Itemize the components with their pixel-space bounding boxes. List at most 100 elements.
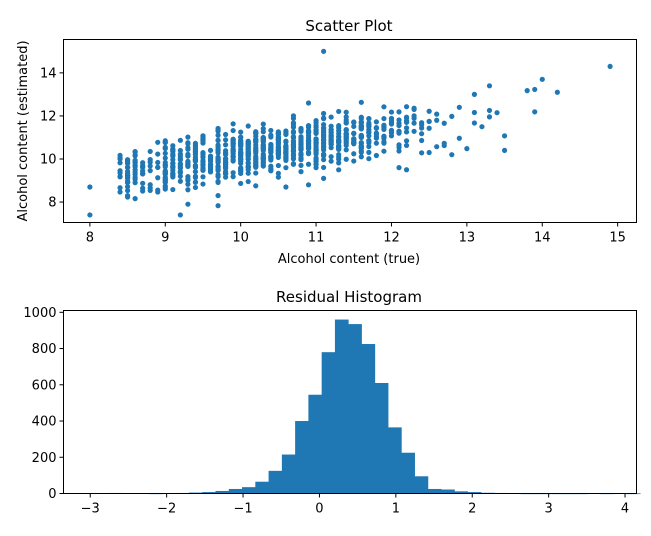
scatter-point [268, 141, 274, 148]
histogram-bar [308, 394, 323, 494]
scatter-point [230, 154, 236, 160]
histogram-y-tick-label: 0 [48, 487, 56, 502]
scatter-point [223, 171, 229, 177]
scatter-point [381, 148, 387, 154]
scatter-point [162, 150, 168, 156]
scatter-point [358, 134, 364, 140]
scatter-point [328, 139, 334, 145]
histogram-x-tick-label: −1 [233, 502, 252, 517]
scatter-point [403, 129, 410, 135]
scatter-point [260, 144, 266, 150]
histogram-x-tick-label: 2 [468, 502, 476, 517]
scatter-point [162, 155, 168, 161]
scatter-point [486, 114, 493, 120]
scatter-point [223, 137, 229, 143]
histogram-x-tick-label: 4 [621, 502, 629, 517]
scatter-point [185, 158, 191, 164]
scatter-point [215, 132, 221, 138]
scatter-point [321, 121, 327, 128]
scatter-point [200, 157, 206, 164]
scatter-point [554, 89, 560, 95]
scatter-point [441, 142, 447, 149]
scatter-point [245, 148, 251, 154]
scatter-point [501, 133, 508, 139]
scatter-point [494, 110, 500, 116]
scatter-point [396, 165, 402, 171]
scatter-x-tick-label: 8 [86, 231, 94, 246]
histogram-bar [427, 488, 442, 494]
histogram-x-tick-label: −3 [81, 502, 100, 517]
scatter-point [185, 145, 191, 151]
scatter-axes-frame [63, 39, 637, 223]
scatter-point [223, 152, 229, 158]
histogram-bar [281, 454, 296, 494]
scatter-point [140, 180, 146, 186]
scatter-point [215, 192, 221, 199]
scatter-point [117, 156, 123, 162]
scatter-point [411, 105, 417, 111]
scatter-point [87, 184, 93, 190]
scatter-point [162, 179, 168, 185]
scatter-point [140, 163, 146, 170]
scatter-point [351, 136, 357, 142]
scatter-point [192, 184, 199, 191]
scatter-point [373, 152, 379, 159]
scatter-point [321, 152, 327, 158]
scatter-point [283, 144, 289, 150]
scatter-point [381, 134, 387, 140]
scatter-point [381, 126, 387, 132]
scatter-point [305, 123, 312, 129]
scatter-point [185, 187, 191, 193]
scatter-point [336, 108, 342, 115]
scatter-point [313, 150, 319, 156]
scatter-point [411, 120, 417, 126]
scatter-point [305, 139, 312, 146]
scatter-point [403, 125, 410, 131]
scatter-point [192, 173, 199, 179]
scatter-point [366, 149, 372, 155]
histogram-y-tick-label: 600 [32, 378, 57, 393]
scatter-point [170, 151, 176, 157]
scatter-point [388, 119, 395, 126]
scatter-point [230, 149, 236, 155]
scatter-point [200, 137, 206, 143]
scatter-point [321, 110, 327, 117]
scatter-point [170, 160, 176, 166]
scatter-point [253, 130, 259, 136]
scatter-point [215, 172, 221, 178]
scatter-point [155, 175, 161, 181]
scatter-point [177, 169, 183, 175]
scatter-point [275, 154, 281, 161]
histogram-bar [321, 352, 336, 494]
scatter-point [117, 185, 123, 191]
histogram-bar [361, 344, 376, 494]
scatter-point [290, 113, 297, 119]
scatter-point [253, 183, 259, 189]
scatter-point [268, 146, 274, 152]
scatter-x-tick-label: 11 [308, 231, 325, 246]
scatter-point [343, 114, 349, 120]
scatter-point [275, 141, 281, 148]
scatter-point [328, 145, 334, 151]
scatter-point [87, 212, 93, 218]
scatter-point [268, 132, 274, 138]
scatter-point [321, 164, 327, 171]
scatter-point [132, 196, 138, 202]
scatter-point [388, 109, 395, 115]
scatter-point [366, 143, 372, 150]
scatter-point [358, 154, 364, 160]
scatter-point [162, 139, 168, 146]
scatter-point [471, 109, 477, 116]
scatter-point [434, 117, 440, 123]
scatter-point [328, 135, 334, 141]
scatter-point [192, 142, 199, 148]
scatter-point [207, 168, 214, 174]
histogram-bar [467, 492, 482, 494]
scatter-point [117, 189, 123, 195]
histogram-bar [401, 452, 415, 494]
scatter-point [215, 166, 221, 172]
scatter-point [260, 155, 266, 161]
histogram-bar [334, 319, 349, 494]
scatter-point [200, 174, 206, 180]
scatter-x-tick-label: 13 [459, 231, 476, 246]
